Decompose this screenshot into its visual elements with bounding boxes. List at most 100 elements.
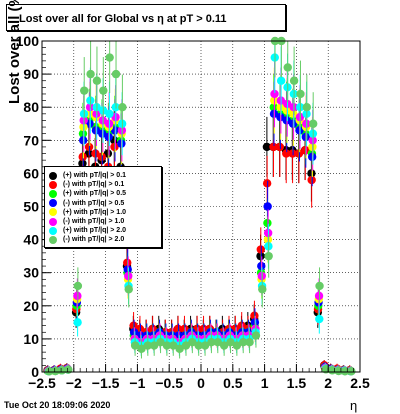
- legend-marker: [49, 180, 57, 189]
- y-tick-label: 0: [31, 364, 39, 380]
- data-point: [105, 109, 114, 119]
- data-point: [269, 142, 278, 152]
- legend-label: (-) with pT/|q| > 2.0: [63, 236, 125, 244]
- x-axis-label: η: [350, 398, 358, 413]
- legend-entry: (-) with pT/|q| > 1.0: [49, 217, 124, 226]
- data-point: [118, 103, 127, 112]
- data-point: [169, 341, 178, 350]
- data-point: [226, 338, 235, 347]
- x-tick-label: −2.5: [28, 375, 56, 391]
- data-point: [73, 318, 82, 327]
- x-tick-label: 1: [261, 375, 269, 391]
- x-tick-label: 2: [324, 375, 332, 391]
- data-point: [105, 53, 114, 62]
- legend-marker: [49, 217, 57, 226]
- data-point: [263, 202, 272, 211]
- data-point: [251, 331, 261, 340]
- data-point: [232, 341, 242, 350]
- y-tick-label: 100: [16, 33, 40, 49]
- x-tick-label: −2: [66, 375, 82, 391]
- y-tick-label: 80: [23, 99, 39, 115]
- legend-marker: [49, 171, 57, 180]
- data-point: [86, 69, 95, 79]
- data-point: [200, 341, 210, 350]
- data-point: [213, 338, 222, 347]
- data-point: [149, 341, 159, 350]
- legend-marker: [49, 208, 57, 217]
- data-point: [137, 344, 146, 354]
- data-point: [143, 341, 153, 350]
- title-box: Lost over all for Global vs η at pT > 0.…: [6, 4, 286, 31]
- y-tick-label: 10: [23, 331, 39, 347]
- data-point: [262, 179, 272, 188]
- legend-entry: (+) with pT/|q| > 2.0: [49, 226, 126, 235]
- x-tick-label: 2.5: [350, 375, 370, 391]
- y-tick-label: 60: [23, 165, 39, 181]
- data-point: [111, 69, 121, 79]
- legend-label: (-) with pT/|q| > 0.1: [63, 181, 125, 189]
- data-point: [219, 341, 229, 350]
- chart-title: Lost over all for Global vs η at pT > 0.…: [19, 13, 227, 25]
- data-point: [92, 76, 102, 85]
- data-point: [262, 142, 272, 152]
- x-tick-label: 1.5: [287, 375, 307, 391]
- data-point: [124, 285, 133, 294]
- data-point: [282, 149, 291, 158]
- legend-marker: [49, 189, 57, 198]
- legend-label: (+) with pT/|q| > 0.5: [63, 190, 127, 198]
- legend-label: (-) with pT/|q| > 1.0: [63, 218, 125, 225]
- data-point: [256, 245, 265, 254]
- tick-layer: −2.5 −2 −1.5 −1 −0.5 0 0.5 1 1.5 2 2.5 0 10 20 30 40 50 6…: [16, 33, 370, 391]
- x-tick-label: 0.5: [223, 375, 243, 391]
- y-tick-label: 40: [23, 232, 39, 248]
- x-tick-label: −1.5: [92, 375, 120, 391]
- y-tick-label: 30: [23, 265, 39, 281]
- legend-entry: (+) with pT/|q| > 0.5: [49, 189, 126, 198]
- data-point: [245, 338, 254, 347]
- y-tick-label: 20: [23, 298, 39, 314]
- data-point: [51, 366, 60, 376]
- legend-entry: (+) with pT/|q| > 0.1: [49, 171, 126, 180]
- data-point: [270, 89, 279, 99]
- data-point: [207, 338, 216, 347]
- data-point: [258, 285, 267, 294]
- legend-marker: [49, 199, 57, 208]
- legend: (+) with pT/|q| > 0.1 (-) with pT/|q| > 0…: [44, 166, 162, 248]
- data-point: [264, 251, 273, 261]
- x-tick-label: −0.5: [155, 375, 183, 391]
- data-point: [276, 76, 286, 85]
- legend-label: (-) with pT/|q| > 0.5: [63, 199, 125, 207]
- legend-marker: [49, 226, 57, 235]
- data-point: [80, 86, 89, 95]
- data-point: [239, 338, 248, 347]
- data-point: [302, 103, 312, 112]
- data-point: [73, 291, 82, 301]
- legend-entry: (-) with pT/|q| > 2.0: [49, 235, 124, 244]
- data-point: [315, 314, 324, 324]
- legend-entry: (+) with pT/|q| > 1.0: [49, 208, 126, 217]
- data-point: [73, 281, 83, 291]
- data-point: [275, 142, 285, 152]
- data-point: [188, 338, 197, 347]
- data-point: [288, 149, 297, 158]
- y-tick-label: 70: [23, 132, 39, 148]
- data-point: [308, 119, 318, 128]
- y-tick-label: 90: [23, 66, 39, 82]
- y-tick-label: 50: [23, 199, 39, 215]
- data-layer: [43, 36, 356, 376]
- data-point: [162, 341, 172, 350]
- data-point: [181, 341, 191, 350]
- legend-label: (+) with pT/|q| > 2.0: [63, 227, 127, 235]
- legend-entry: (-) with pT/|q| > 0.5: [49, 199, 124, 208]
- x-tick-label: −1: [129, 375, 145, 391]
- data-point: [194, 341, 203, 350]
- legend-marker: [49, 235, 57, 244]
- data-point: [175, 344, 184, 354]
- data-point: [296, 89, 305, 99]
- data-point: [99, 86, 108, 95]
- y-axis-label: Lost over all (%): [6, 0, 23, 104]
- timestamp: Tue Oct 20 18:09:06 2020: [4, 400, 111, 410]
- series-7: [45, 36, 356, 376]
- data-point: [283, 63, 292, 72]
